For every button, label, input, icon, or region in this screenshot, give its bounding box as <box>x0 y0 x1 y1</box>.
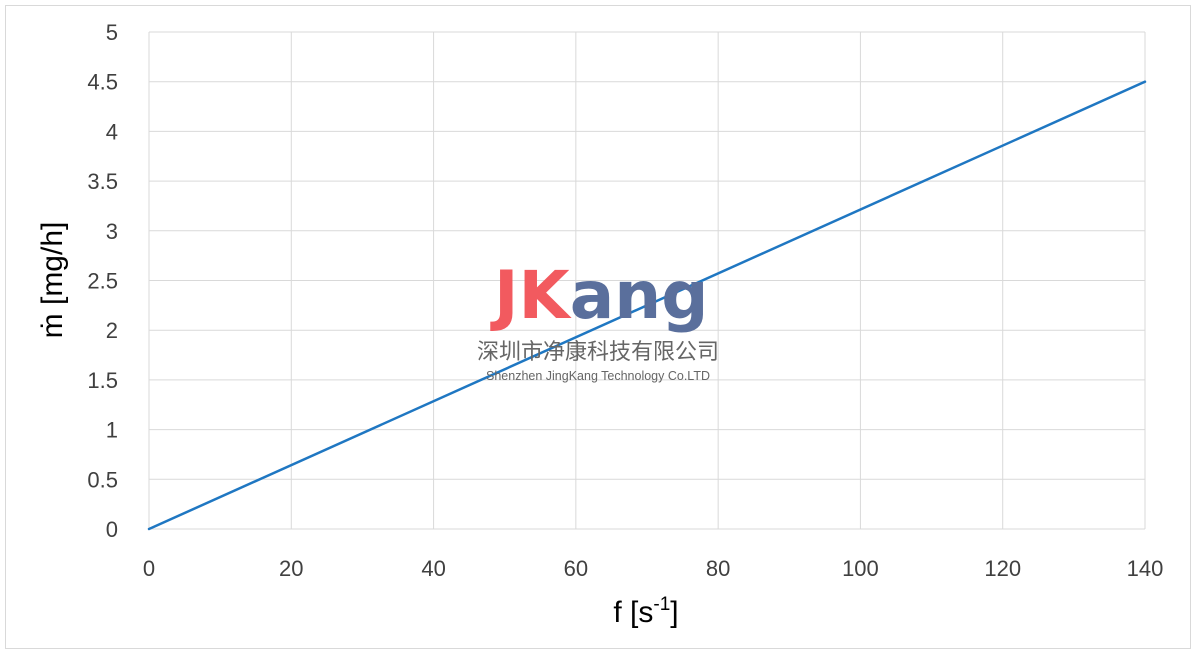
x-tick-label: 100 <box>842 556 879 581</box>
series-line <box>147 80 1147 531</box>
watermark-logo-jk: JK <box>490 257 573 334</box>
x-tick-label: 140 <box>1127 556 1164 581</box>
y-tick-label: 4.5 <box>87 70 118 95</box>
grid <box>148 31 1146 530</box>
watermark-logo-ang: ang <box>570 257 709 334</box>
x-tick-label: 60 <box>564 556 588 581</box>
y-axis-title: ṁ [mg/h] <box>36 222 69 339</box>
x-tick-label: 20 <box>279 556 303 581</box>
watermark-company-cn: 深圳市净康科技有限公司 <box>477 340 719 365</box>
x-axis-ticks: 0 20 40 60 80 100 120 140 <box>143 556 1163 581</box>
jkang-watermark: JKang 深圳市净康科技有限公司 Shenzhen JingKang Tech… <box>477 257 719 383</box>
y-tick-label: 1.5 <box>87 368 118 393</box>
y-tick-label: 3 <box>106 219 118 244</box>
x-axis-title: f [s-1] <box>613 594 678 629</box>
y-tick-label: 2 <box>106 318 118 343</box>
y-axis-ticks: 0 0.5 1 1.5 2 2.5 3 3.5 4 4.5 5 <box>87 20 118 542</box>
x-tick-label: 80 <box>706 556 730 581</box>
watermark-company-en: Shenzhen JingKang Technology Co.LTD <box>486 369 710 383</box>
series-group <box>147 80 1147 531</box>
x-tick-label: 0 <box>143 556 155 581</box>
y-tick-label: 5 <box>106 20 118 45</box>
x-tick-label: 40 <box>421 556 445 581</box>
y-tick-label: 4 <box>106 119 118 144</box>
x-tick-label: 120 <box>984 556 1021 581</box>
y-tick-label: 1 <box>106 418 118 443</box>
y-tick-label: 3.5 <box>87 169 118 194</box>
y-tick-label: 0.5 <box>87 467 118 492</box>
y-tick-label: 2.5 <box>87 269 118 294</box>
y-tick-label: 0 <box>106 517 118 542</box>
watermark-logo: JKang <box>490 257 708 334</box>
